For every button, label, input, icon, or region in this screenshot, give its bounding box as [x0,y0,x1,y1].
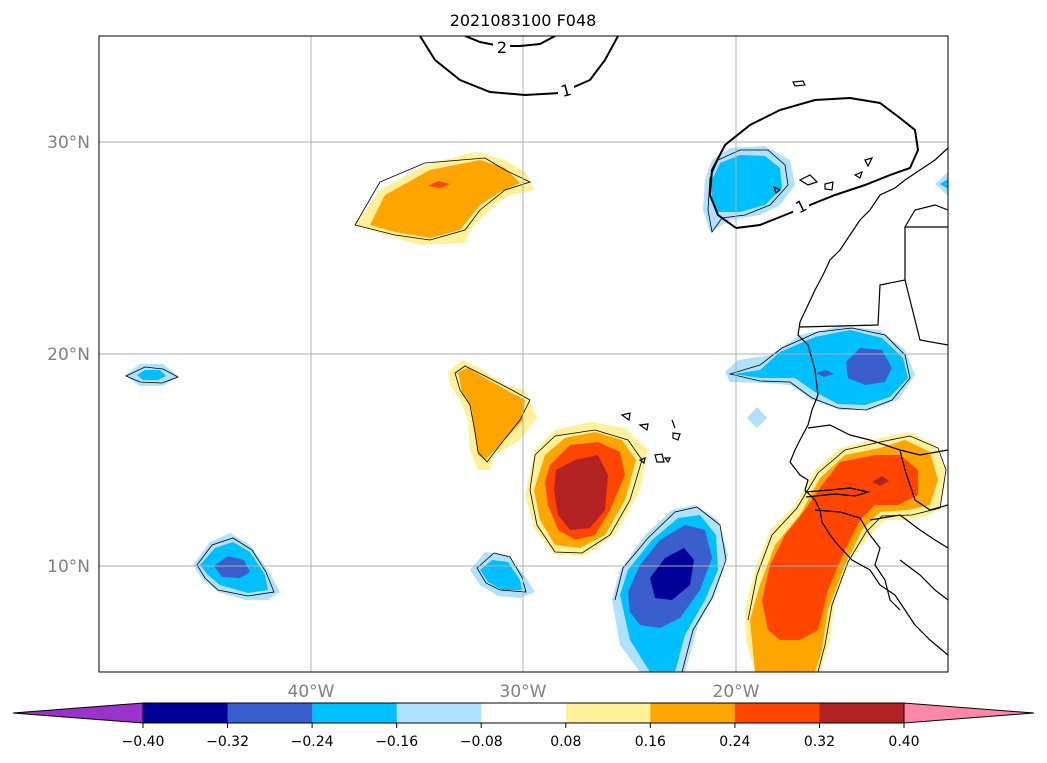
colorbar-outline [142,702,905,724]
border-senegal-mauritania [807,424,948,456]
contour-thin [728,327,911,411]
colorbar-tick-label: −0.32 [206,734,249,750]
colorbar-tick-label: 0.16 [635,734,666,750]
coastlines [620,80,948,656]
contour-line-1-east [708,96,920,229]
fill-neg-008 [747,407,767,428]
colorbar-segment [565,703,651,723]
anomaly-positive-cape-verde-west [525,422,648,555]
chart-title: 2021083100 F048 [450,11,597,30]
fill-neg-016 [940,179,948,189]
colorbar-segment [481,703,567,723]
fill-pos-032 [554,455,608,530]
fill-neg-016 [712,155,782,212]
contour-thin [529,429,643,554]
lon-tick-30w: 30°W [500,682,547,702]
anomaly-negative-mauritania [725,326,915,428]
colorbar-segment [650,703,736,723]
anomaly-negative-east-edge [935,172,948,196]
contour-thin [454,365,531,463]
colorbar-segment [819,703,905,723]
fill-neg-024 [214,556,250,578]
border-mauritania-north [799,227,906,328]
colorbar-extend-max [903,702,1035,724]
fill-neg-024 [846,348,892,385]
fill-pos-016 [370,160,520,238]
lon-tick-20w: 20°W [713,682,760,702]
lat-tick-30n: 30°N [47,133,90,153]
fill-neg-032 [650,548,694,600]
contour-thin [354,157,532,241]
fill-neg-024 [816,370,834,377]
lon-tick-labels: 40°W 30°W 20°W [288,682,760,702]
morocco-algeria-border [903,204,948,228]
lat-tick-20n: 20°N [47,345,90,365]
border-guinea-sierra-leone [869,514,948,601]
anomaly-negative-far-west [125,364,179,386]
colorbar-segment [734,703,820,723]
contour-label-bg [793,197,809,214]
colorbar-tick-label: −0.40 [122,734,165,750]
anomaly-negative-small-central [470,552,535,598]
contour-thin [614,506,727,672]
fill-neg-016 [480,560,522,590]
canary-islands [772,80,874,194]
colorbar-tick-label: −0.16 [375,734,418,750]
contour-labels: 2 1 1 [493,38,810,217]
contour-label-bg [493,38,510,55]
colorbar-tick-label: −0.24 [291,734,334,750]
map-frame [98,35,949,673]
anomaly-positive-central-atlantic [448,360,537,470]
fill-pos-016 [458,368,525,460]
colorbar-tick-label: 0.24 [719,734,750,750]
contour-thin [196,537,275,597]
lat-tick-10n: 10°N [47,557,90,577]
border-guinea-bissau [814,509,901,611]
contour-thin [125,366,179,384]
fill-pos-024 [428,181,450,188]
border-mali-mauritania [904,279,948,346]
fill-neg-016 [137,370,166,380]
anomaly-positive-subtropical-band [354,152,535,245]
lat-tick-labels: 30°N 20°N 10°N [47,133,90,577]
border-senegal-mali [899,449,948,511]
colorbar-tick-label: −0.08 [460,734,503,750]
africa-coastline [789,147,948,656]
colorbar-tick-label: 0.40 [888,734,919,750]
colorbar-tick-label: 0.08 [550,734,581,750]
cape-verde-islands [620,412,681,465]
lon-tick-40w: 40°W [288,682,335,702]
colorbar-segment [143,703,229,723]
colorbar-segment [312,703,398,723]
colorbar-segment [396,703,482,723]
gridlines [99,36,948,672]
contour-thin [747,435,947,672]
contour-label-2: 2 [497,38,507,57]
colorbar-extend-min [12,702,144,724]
contour-line-1-north [419,36,619,97]
fill-pos-032 [872,476,889,486]
map-panel: 2 1 1 [99,36,948,672]
colorbar-tick-label: 0.32 [804,734,835,750]
gambia-outline [804,487,871,498]
contour-thin [476,552,527,593]
anomaly-negative-south-cape-verde [612,505,728,672]
colorbar: −0.40 −0.32 −0.24 −0.16 −0.08 0.08 0.16 0.24 0.3… [12,702,1035,750]
contour-label-1-north: 1 [559,80,574,101]
colorbar-segment [227,703,313,723]
contour-label-bg [558,81,574,98]
